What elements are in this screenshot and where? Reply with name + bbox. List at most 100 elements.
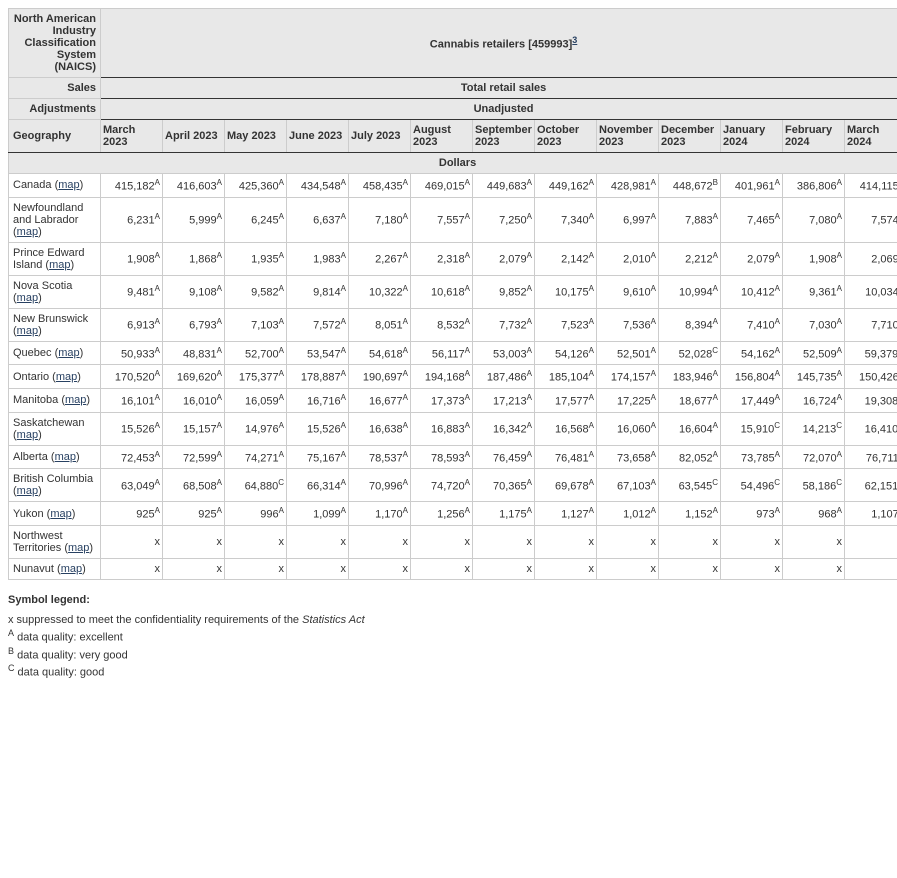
map-link[interactable]: map <box>17 485 38 497</box>
quality-indicator: A <box>775 178 780 187</box>
data-cell: 386,806A <box>783 174 845 198</box>
data-cell: 52,509A <box>783 341 845 365</box>
data-cell: 9,582A <box>225 275 287 308</box>
data-cell: x <box>721 558 783 579</box>
data-cell: 968A <box>783 502 845 526</box>
quality-indicator: A <box>403 421 408 430</box>
quality-indicator: C <box>836 421 842 430</box>
map-link[interactable]: map <box>17 226 38 238</box>
data-cell: 74,720A <box>411 469 473 502</box>
quality-indicator: A <box>651 346 656 355</box>
map-link[interactable]: map <box>65 394 86 406</box>
column-header-month: August 2023 <box>411 120 473 153</box>
map-link[interactable]: map <box>68 542 89 554</box>
map-link[interactable]: map <box>58 179 79 191</box>
quality-indicator: A <box>217 421 222 430</box>
data-cell: 178,887A <box>287 365 349 389</box>
footnote-link-3[interactable]: 3 <box>572 35 577 45</box>
data-cell: 10,618A <box>411 275 473 308</box>
column-header-month: September 2023 <box>473 120 535 153</box>
quality-indicator: A <box>651 393 656 402</box>
data-cell: 2,318A <box>411 242 473 275</box>
quality-indicator: A <box>837 284 842 293</box>
map-link[interactable]: map <box>58 347 79 359</box>
quality-indicator: A <box>341 450 346 459</box>
data-cell: 16,059A <box>225 388 287 412</box>
quality-indicator: A <box>155 212 160 221</box>
quality-indicator: A <box>341 317 346 326</box>
data-cell: 1,127A <box>535 502 597 526</box>
legend-item: A data quality: excellent <box>8 628 889 644</box>
map-link[interactable]: map <box>56 371 77 383</box>
data-cell: 2,212A <box>659 242 721 275</box>
quality-indicator: A <box>527 346 532 355</box>
quality-indicator: A <box>527 506 532 515</box>
quality-indicator: A <box>651 212 656 221</box>
quality-indicator: A <box>837 346 842 355</box>
table-row: Yukon (map)925A925A996A1,099A1,170A1,256… <box>9 502 897 526</box>
legend-item: C data quality: good <box>8 663 889 679</box>
quality-indicator: A <box>589 212 594 221</box>
quality-indicator: A <box>465 450 470 459</box>
map-link[interactable]: map <box>61 563 82 575</box>
column-header-month: October 2023 <box>535 120 597 153</box>
data-cell: 68,508A <box>163 469 225 502</box>
data-cell: x <box>845 525 897 558</box>
map-link[interactable]: map <box>17 292 38 304</box>
data-cell: 9,361A <box>783 275 845 308</box>
map-link[interactable]: map <box>49 259 70 271</box>
data-cell: 8,394A <box>659 308 721 341</box>
column-header-month: June 2023 <box>287 120 349 153</box>
data-cell: 76,711A <box>845 445 897 469</box>
data-cell: 53,547A <box>287 341 349 365</box>
quality-indicator: C <box>774 421 780 430</box>
quality-indicator: A <box>589 478 594 487</box>
quality-indicator: A <box>403 284 408 293</box>
quality-indicator: A <box>713 251 718 260</box>
data-cell: x <box>473 525 535 558</box>
table-row: Saskatchewan (map)15,526A15,157A14,976A1… <box>9 412 897 445</box>
map-link[interactable]: map <box>55 451 76 463</box>
data-cell: 70,996A <box>349 469 411 502</box>
legend-symbol: x <box>8 614 14 626</box>
data-cell: x <box>535 525 597 558</box>
data-cell: x <box>349 525 411 558</box>
data-cell: 16,101A <box>101 388 163 412</box>
geography-name: Newfoundland and Labrador <box>13 202 83 226</box>
quality-indicator: A <box>713 317 718 326</box>
column-header-month: July 2023 <box>349 120 411 153</box>
data-cell: 2,079A <box>721 242 783 275</box>
quality-indicator: A <box>279 393 284 402</box>
data-cell: 5,999A <box>163 197 225 242</box>
geography-name: Northwest Territories <box>13 530 64 554</box>
data-cell: x <box>597 525 659 558</box>
map-link[interactable]: map <box>50 508 71 520</box>
quality-indicator: A <box>713 421 718 430</box>
map-link[interactable]: map <box>17 429 38 441</box>
column-header-month: May 2023 <box>225 120 287 153</box>
data-cell: 996A <box>225 502 287 526</box>
quality-indicator: A <box>465 212 470 221</box>
column-header-month: March 2023 <box>101 120 163 153</box>
data-cell: 62,151C <box>845 469 897 502</box>
data-cell: 169,620A <box>163 365 225 389</box>
data-cell: 6,793A <box>163 308 225 341</box>
quality-indicator: A <box>279 506 284 515</box>
column-header-month: December 2023 <box>659 120 721 153</box>
data-cell: 9,108A <box>163 275 225 308</box>
data-cell: 1,983A <box>287 242 349 275</box>
quality-indicator: A <box>589 178 594 187</box>
table-body: Canada (map)415,182A416,603A425,360A434,… <box>9 174 897 580</box>
legend-item: B data quality: very good <box>8 646 889 662</box>
data-cell: 1,152A <box>659 502 721 526</box>
data-cell: 2,069A <box>845 242 897 275</box>
quality-indicator: A <box>403 506 408 515</box>
data-cell: 8,051A <box>349 308 411 341</box>
data-cell: 194,168A <box>411 365 473 389</box>
map-link[interactable]: map <box>17 325 38 337</box>
quality-indicator: A <box>341 369 346 378</box>
data-cell: 76,459A <box>473 445 535 469</box>
quality-indicator: C <box>836 478 842 487</box>
data-cell: 73,785A <box>721 445 783 469</box>
quality-indicator: A <box>651 284 656 293</box>
